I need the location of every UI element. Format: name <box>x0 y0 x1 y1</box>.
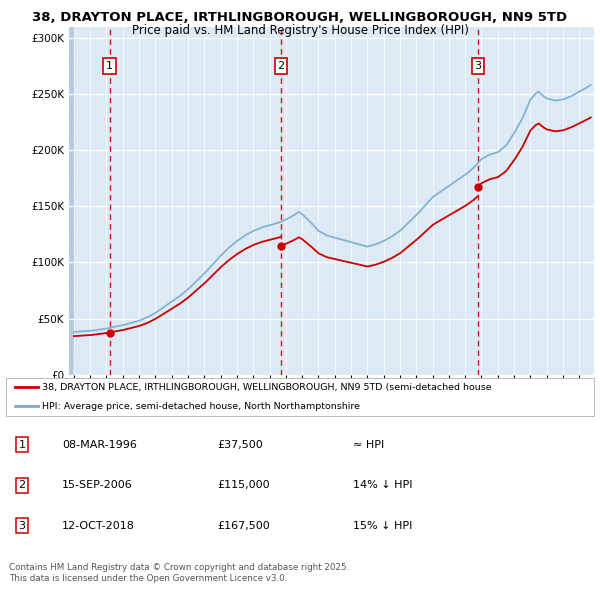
Text: 12-OCT-2018: 12-OCT-2018 <box>62 521 135 531</box>
Text: £115,000: £115,000 <box>218 480 271 490</box>
Text: 38, DRAYTON PLACE, IRTHLINGBOROUGH, WELLINGBOROUGH, NN9 5TD (semi-detached house: 38, DRAYTON PLACE, IRTHLINGBOROUGH, WELL… <box>43 383 492 392</box>
Text: 15-SEP-2006: 15-SEP-2006 <box>62 480 133 490</box>
Text: 3: 3 <box>475 61 482 71</box>
Text: Contains HM Land Registry data © Crown copyright and database right 2025.
This d: Contains HM Land Registry data © Crown c… <box>9 563 349 583</box>
Text: 2: 2 <box>19 480 25 490</box>
Text: 14% ↓ HPI: 14% ↓ HPI <box>353 480 412 490</box>
Text: £37,500: £37,500 <box>218 440 263 450</box>
Text: 15% ↓ HPI: 15% ↓ HPI <box>353 521 412 531</box>
Text: 1: 1 <box>106 61 113 71</box>
Text: £167,500: £167,500 <box>218 521 271 531</box>
Text: 2: 2 <box>278 61 284 71</box>
Text: 38, DRAYTON PLACE, IRTHLINGBOROUGH, WELLINGBOROUGH, NN9 5TD: 38, DRAYTON PLACE, IRTHLINGBOROUGH, WELL… <box>32 11 568 24</box>
Text: 08-MAR-1996: 08-MAR-1996 <box>62 440 137 450</box>
Polygon shape <box>69 27 74 375</box>
Text: HPI: Average price, semi-detached house, North Northamptonshire: HPI: Average price, semi-detached house,… <box>43 402 361 411</box>
Text: 1: 1 <box>19 440 25 450</box>
Text: 3: 3 <box>19 521 25 531</box>
Text: ≈ HPI: ≈ HPI <box>353 440 384 450</box>
Text: Price paid vs. HM Land Registry's House Price Index (HPI): Price paid vs. HM Land Registry's House … <box>131 24 469 37</box>
